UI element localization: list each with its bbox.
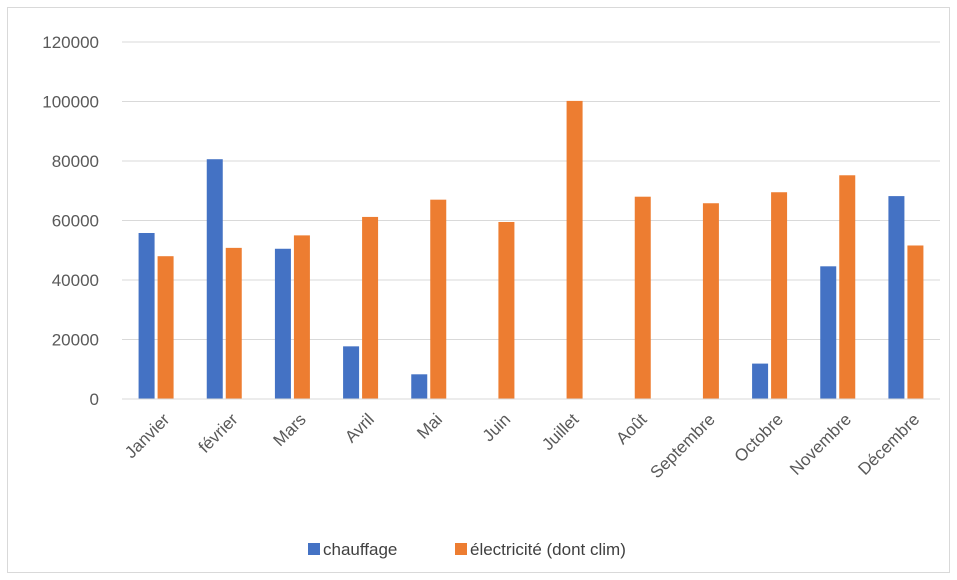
bar-chauffage [138,232,155,399]
x-tick-label: Décembre [854,410,923,479]
x-tick-label: Novembre [786,410,855,479]
x-tick-label: février [195,410,242,457]
bar-electricite [566,100,583,399]
y-tick-label: 120000 [42,33,99,52]
x-tick-label: Juillet [538,410,582,454]
x-tick-label: Mai [413,410,446,443]
x-tick-label: Août [612,410,650,448]
gridlines [122,41,940,340]
bars [138,100,924,399]
bar-electricite [771,192,788,399]
bar-electricite [498,221,515,399]
y-tick-label: 20000 [52,331,99,350]
bar-electricite [839,175,856,399]
y-tick-label: 100000 [42,93,99,112]
legend-swatch-chauffage [308,543,320,555]
y-tick-label: 80000 [52,152,99,171]
x-tick-label: Octobre [731,410,787,466]
bar-electricite [157,256,174,399]
x-tick-label: Janvier [121,410,173,462]
bar-chauffage [888,196,905,399]
legend-label-chauffage: chauffage [323,540,397,559]
legend: chauffage électricité (dont clim) [308,540,626,559]
bar-chauffage [752,363,769,399]
legend-swatch-electricite [455,543,467,555]
bar-electricite [907,245,924,399]
y-axis-ticks: 0 20000 40000 60000 80000 100000 120000 [42,33,99,409]
x-tick-label: Septembre [646,410,718,482]
y-tick-label: 0 [90,390,99,409]
x-axis-ticks: Janvier février Mars Avril Mai Juin Juillet Aoû… [121,410,923,482]
bar-chauffage [274,248,291,399]
bar-electricite [225,247,242,399]
bar-electricite [634,196,651,399]
y-tick-label: 60000 [52,212,99,231]
bar-electricite [293,235,310,399]
x-tick-label: Juin [479,410,514,445]
bar-electricite [702,203,719,399]
bar-chauffage [343,346,360,399]
bar-electricite [362,216,379,399]
legend-label-electricite: électricité (dont clim) [470,540,626,559]
bar-chauffage [411,374,428,399]
bar-chauffage [820,266,837,399]
bar-chauffage [206,159,223,399]
y-tick-label: 40000 [52,271,99,290]
bar-electricite [430,199,447,399]
x-tick-label: Mars [270,410,310,450]
x-tick-label: Avril [341,410,378,447]
